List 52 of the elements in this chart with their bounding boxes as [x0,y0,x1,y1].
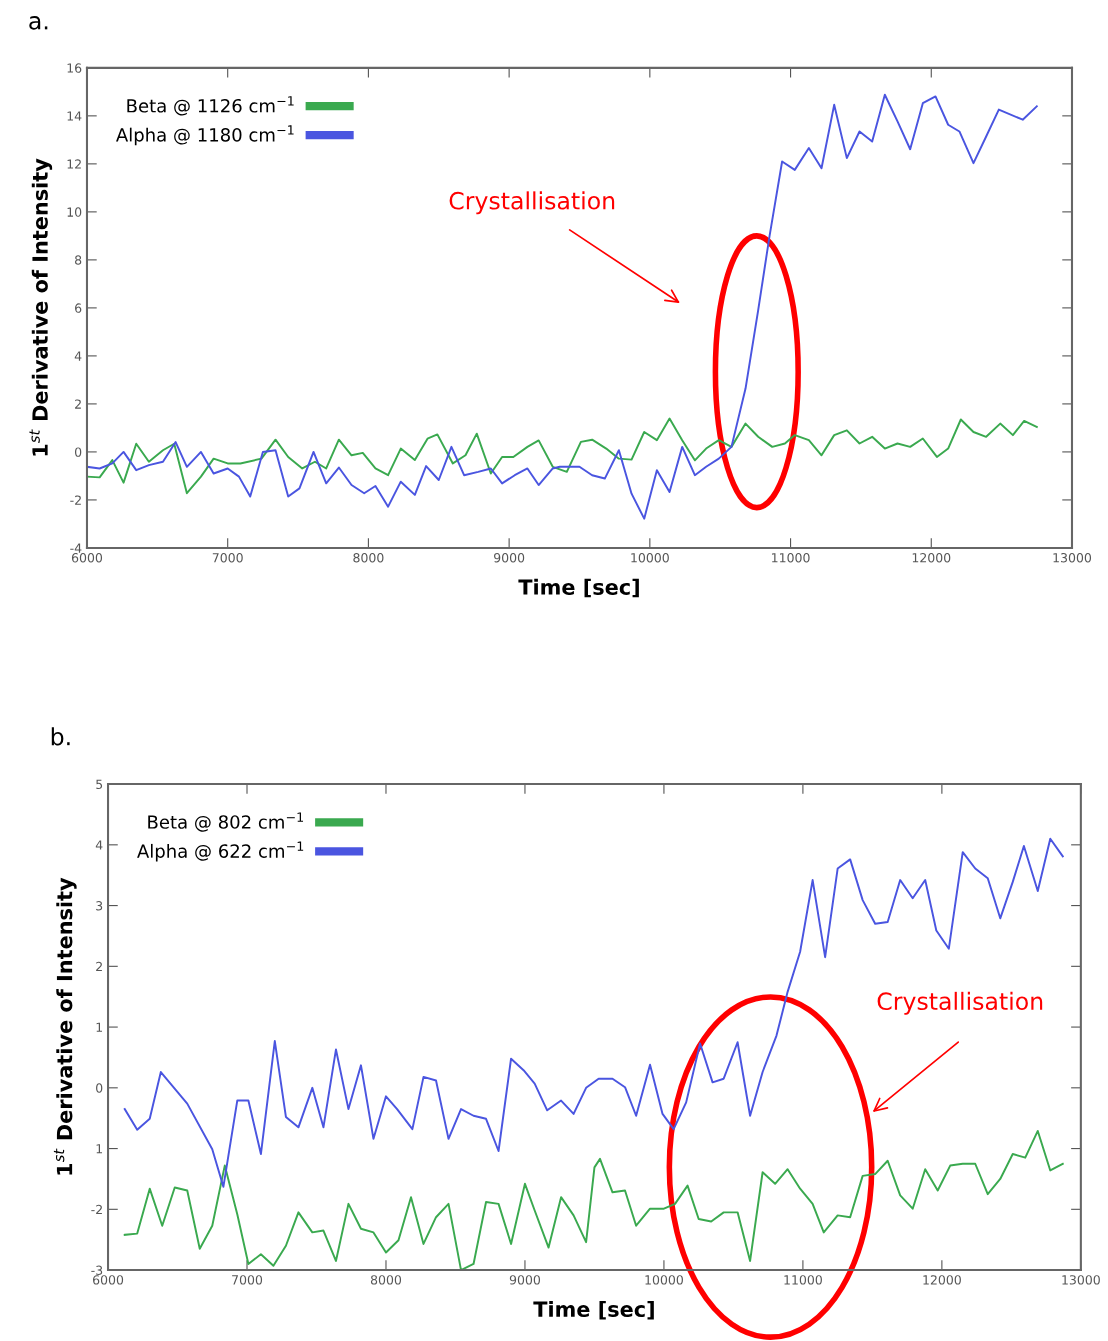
y-tick-label: 4 [95,840,103,850]
line-series [123,1129,1064,1271]
line-series [86,93,1038,520]
y-tick-label: -2 [91,1204,102,1215]
y-tick-label: 1 [96,1144,103,1154]
annotation: Crystallisation [877,991,1043,1015]
x-tick-label: 11000 [772,553,810,563]
legend-label: Beta @ 802 cm$^{−1}$ [148,812,304,832]
x-tick-label: 6000 [71,553,103,563]
y-tick-label: -4 [70,543,82,553]
y-tick-label: 16 [67,63,82,73]
legend-label: Alpha @ 1180 cm$^{−1}$ [116,125,294,146]
x-tick-label: 9000 [509,1275,541,1285]
x-tick-label: 6000 [93,1275,124,1285]
text: b. [51,727,70,746]
y-tick-label: 3 [96,901,103,911]
x-axis-title: Time [sec] [518,578,639,598]
x-axis-title: Time [sec] [533,1300,654,1320]
y-tick-label: 5 [96,779,103,790]
x-tick-label: 12000 [912,553,951,563]
x-tick-label: 11000 [784,1275,822,1285]
y-tick-label: 8 [75,255,82,265]
x-tick-label: 7000 [212,553,243,563]
y-tick-label: -3 [91,1265,103,1275]
x-tick-label: 10000 [631,553,669,563]
x-tick-label: 7000 [232,1275,263,1285]
y-tick-label: 14 [67,111,82,121]
legend-label: Beta @ 1126 cm$^{−1}$ [127,96,294,116]
text: a. [29,16,48,30]
y-tick-label: 10 [67,207,82,217]
y-axis-title: 1$^{st}$ Derivative of Intensity [53,877,77,1175]
y-tick-label: 2 [96,961,102,972]
y-tick-label: 0 [74,447,82,457]
y-tick-label: 4 [74,351,82,361]
line-series [86,417,1038,495]
x-tick-label: 13000 [1053,553,1092,563]
y-tick-label: 2 [75,399,81,409]
x-tick-label: 8000 [370,1275,402,1285]
y-tick-label: 6 [75,303,82,313]
y-axis-title: 1$^{st}$ Derivative of Intensity [29,158,53,456]
y-tick-label: 1 [96,1022,103,1032]
x-tick-label: 13000 [1062,1275,1100,1285]
x-tick-label: 8000 [353,553,384,563]
y-tick-label: 0 [96,1083,103,1093]
x-tick-label: 9000 [494,553,525,563]
x-tick-label: 10000 [645,1275,683,1285]
x-tick-label: 12000 [923,1275,961,1285]
line-series [123,837,1064,1188]
y-tick-label: -2 [70,495,81,505]
y-tick-label: 12 [67,159,81,169]
legend-label: Alpha @ 622 cm$^{−1}$ [137,841,304,862]
annotation: Crystallisation [449,191,615,215]
